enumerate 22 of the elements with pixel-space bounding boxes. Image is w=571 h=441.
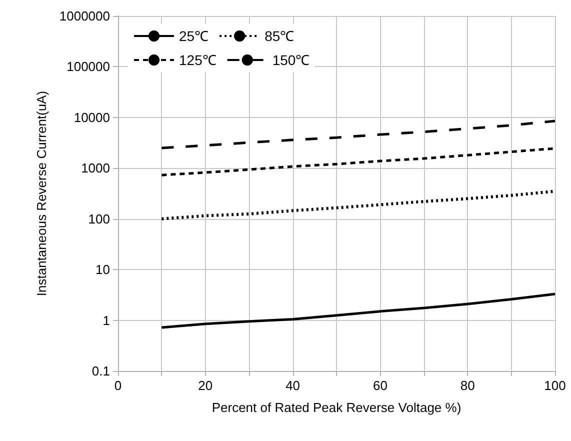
x-tick-label: 40 bbox=[286, 378, 300, 393]
x-axis-title: Percent of Rated Peak Reverse Voltage %) bbox=[212, 400, 462, 415]
line-series bbox=[160, 120, 556, 150]
y-tick-label: 100000 bbox=[66, 59, 110, 74]
y-tick-label: 100 bbox=[88, 211, 110, 226]
legend-label: 85℃ bbox=[264, 28, 294, 44]
y-axis-title: Instantaneous Reverse Current(uA) bbox=[34, 90, 49, 296]
y-tick-label: 10000 bbox=[74, 110, 110, 125]
legend-label: 25℃ bbox=[179, 28, 209, 44]
x-tick-label: 60 bbox=[372, 378, 388, 393]
line-series bbox=[160, 292, 556, 329]
legend-label: 150℃ bbox=[272, 52, 310, 68]
y-tick-label: 1 bbox=[102, 312, 110, 328]
x-tick-label: 80 bbox=[460, 378, 475, 393]
x-tick-label: 100 bbox=[544, 378, 566, 393]
y-tick-label: 10 bbox=[96, 262, 110, 278]
y-tick-label: 1000 bbox=[81, 160, 110, 176]
legend-label: 125℃ bbox=[179, 52, 216, 68]
y-tick-label: 0.1 bbox=[92, 364, 110, 378]
x-tick-label: 20 bbox=[198, 378, 213, 393]
x-tick-label: 0 bbox=[114, 378, 122, 393]
y-tick-label: 1000000 bbox=[59, 8, 110, 24]
